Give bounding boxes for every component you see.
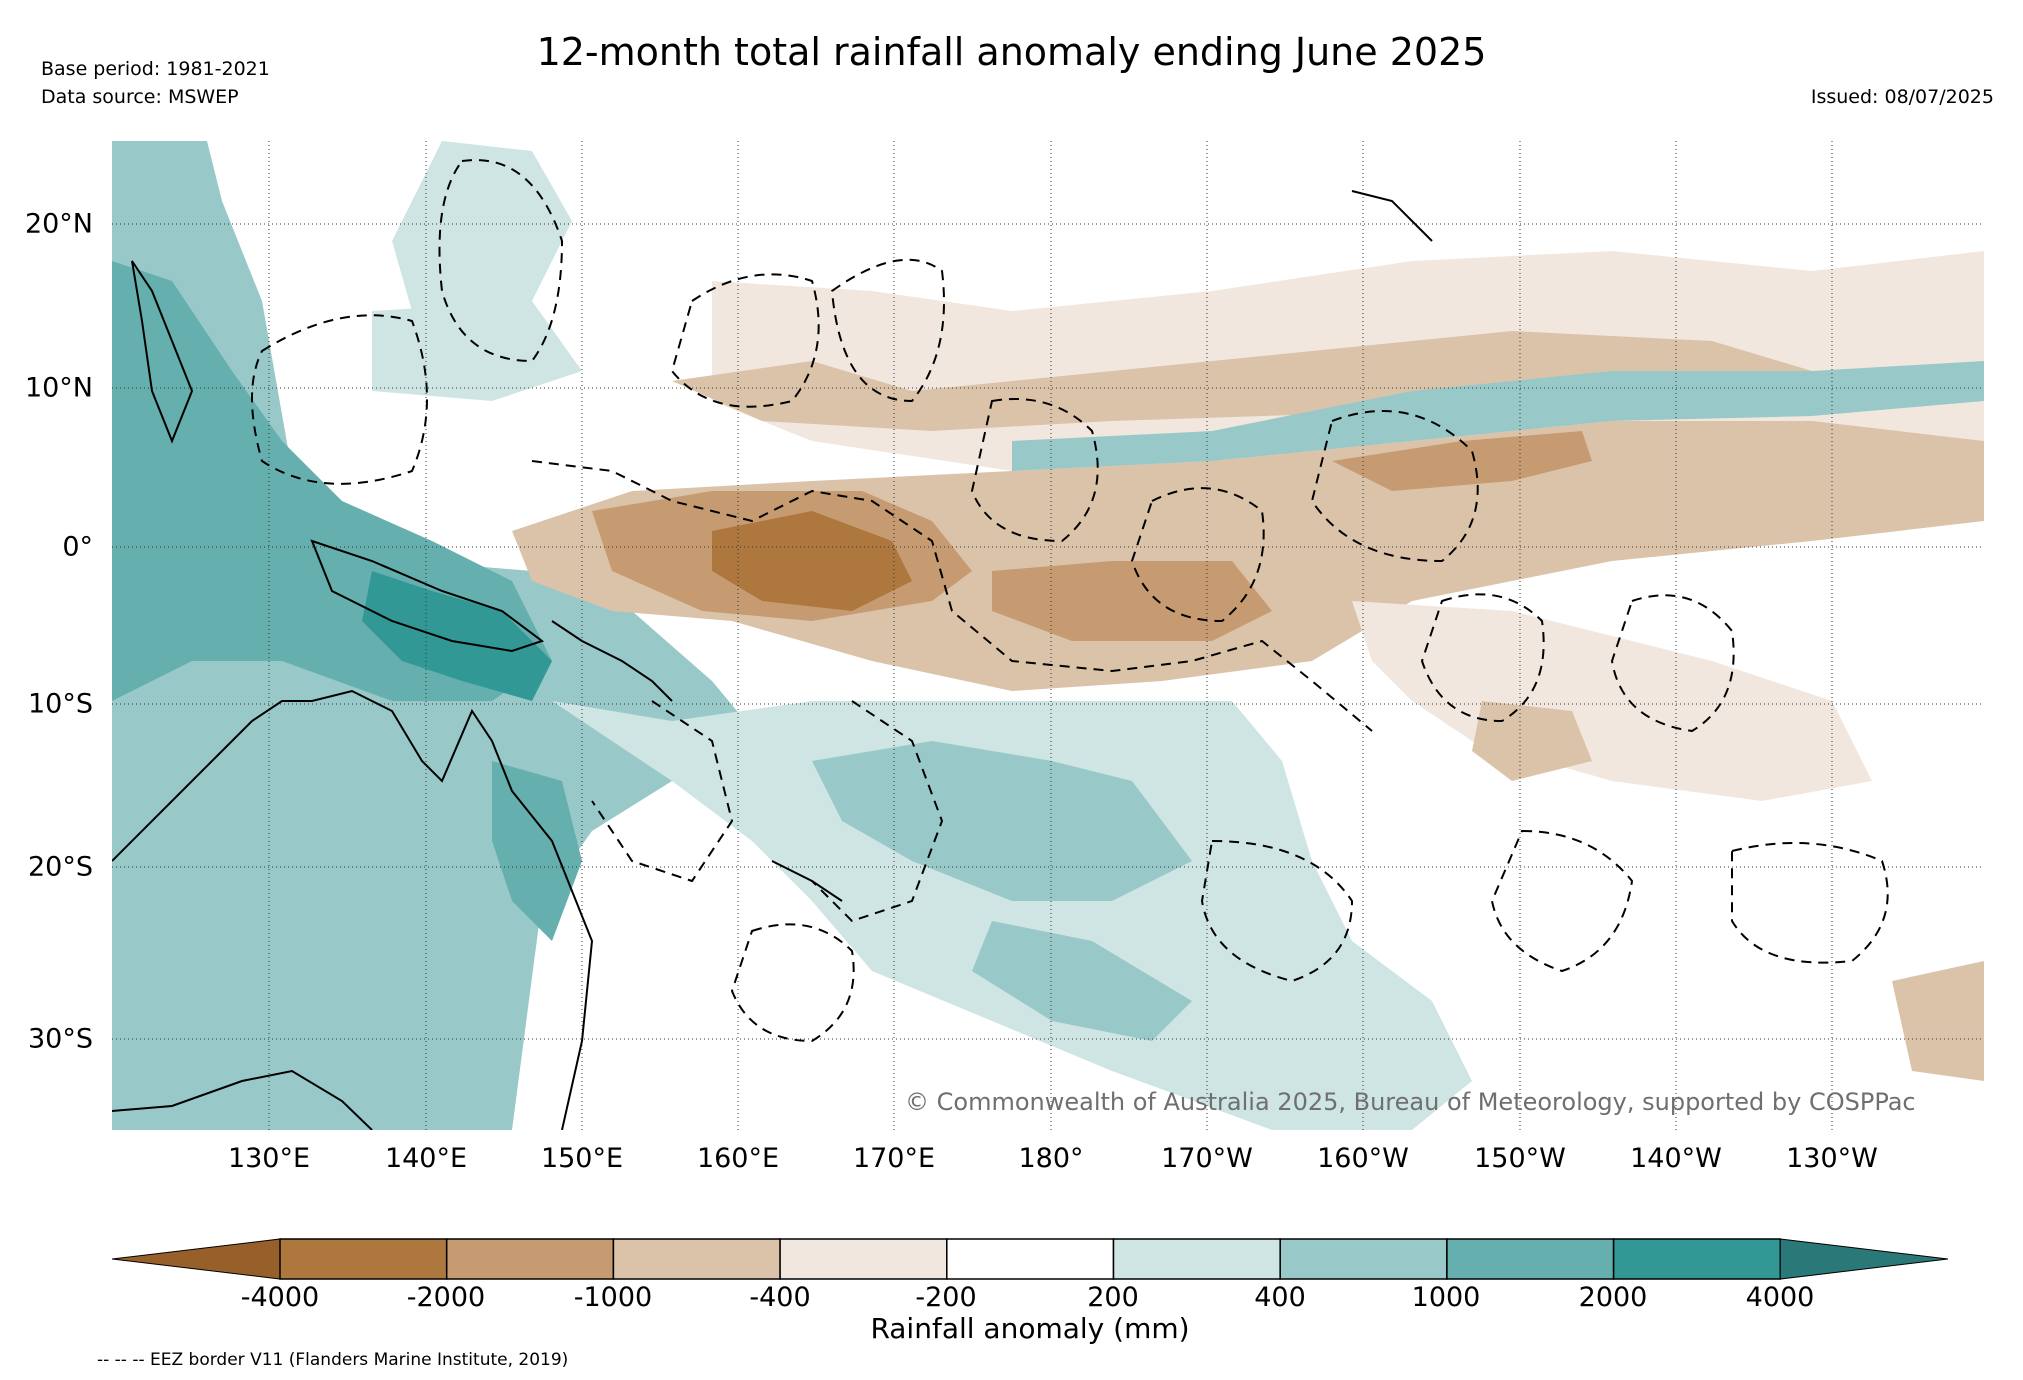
- dry-region-northeast-core: [1332, 431, 1592, 491]
- dry-region-south-east: [1352, 601, 1872, 801]
- lat-tick-10n: 10°N: [24, 372, 93, 404]
- base-period: Base period: 1981-2021: [41, 58, 270, 80]
- lon-tick-160w: 160°W: [1317, 1143, 1409, 1174]
- colorbar-title: Rainfall anomaly (mm): [870, 1312, 1190, 1345]
- copyright-notice: © Commonwealth of Australia 2025, Bureau…: [905, 1088, 1916, 1116]
- colorbar-arrow-max: [1779, 1238, 1948, 1280]
- colorbar-segments: [112, 1238, 1948, 1280]
- colorbar-segment: [445, 1238, 615, 1280]
- eez-legend-note: -- -- -- EEZ border V11 (Flanders Marine…: [97, 1350, 569, 1370]
- dry-region-southeast-corner: [1892, 961, 1984, 1081]
- map-gridlines: [112, 141, 1984, 1130]
- colorbar-segment: [1446, 1238, 1615, 1280]
- issued-date: Issued: 08/07/2025: [1810, 86, 1994, 108]
- dry-region-central-core: [712, 511, 912, 611]
- coastlines: [112, 190, 1433, 1130]
- colorbar-segment: [612, 1238, 781, 1280]
- wet-region-philippines-north: [392, 141, 572, 331]
- lon-tick-140w: 140°W: [1630, 1143, 1722, 1174]
- lon-tick-140e: 140°E: [384, 1143, 468, 1174]
- rainfall-anomaly-map: [112, 141, 1984, 1130]
- lon-tick-130e: 130°E: [227, 1143, 311, 1174]
- lat-tick-20s: 20°S: [28, 851, 93, 883]
- lat-tick-30s: 30°S: [28, 1023, 93, 1055]
- lon-tick-150w: 150°W: [1474, 1143, 1566, 1174]
- lon-tick-160e: 160°E: [696, 1143, 780, 1174]
- colorbar-segment: [1279, 1238, 1448, 1280]
- map-canvas: [112, 141, 1984, 1130]
- colorbar-label: -1000: [573, 1282, 653, 1313]
- colorbar: [112, 1238, 1948, 1280]
- colorbar-label: 4000: [1745, 1282, 1815, 1313]
- colorbar-segment: [1612, 1238, 1782, 1280]
- colorbar-segment: [1112, 1238, 1281, 1280]
- colorbar-label: -4000: [240, 1282, 320, 1313]
- colorbar-segment: [946, 1238, 1115, 1280]
- lon-tick-170e: 170°E: [852, 1143, 936, 1174]
- wet-region-spcz: [552, 701, 1472, 1130]
- colorbar-label: -200: [915, 1282, 977, 1313]
- colorbar-segment: [779, 1238, 948, 1280]
- dry-region-central-equatorial-east: [992, 561, 1272, 641]
- lon-tick-150e: 150°E: [540, 1143, 624, 1174]
- eez-borders: [251, 159, 1889, 1043]
- lon-tick-130w: 130°W: [1786, 1143, 1878, 1174]
- wet-region-spcz-south: [972, 921, 1192, 1041]
- map-title: 12-month total rainfall anomaly ending J…: [536, 30, 1487, 74]
- colorbar-arrow-min: [112, 1238, 281, 1280]
- data-source: Data source: MSWEP: [41, 86, 239, 108]
- lat-tick-0: 0°: [62, 531, 93, 563]
- colorbar-label: 200: [1087, 1282, 1139, 1313]
- wet-region-spcz-core: [812, 741, 1192, 901]
- colorbar-label: -400: [749, 1282, 811, 1313]
- wet-region-north-band: [372, 301, 582, 401]
- lon-tick-170w: 170°W: [1161, 1143, 1253, 1174]
- dry-region-equatorial: [512, 421, 1984, 691]
- colorbar-label: -2000: [406, 1282, 486, 1313]
- wet-region-east-australia: [492, 761, 582, 941]
- lat-tick-10s: 10°S: [28, 688, 93, 720]
- lon-tick-180: 180°: [1018, 1143, 1084, 1174]
- colorbar-label: 1000: [1411, 1282, 1481, 1313]
- wet-region-new-guinea: [362, 571, 552, 701]
- colorbar-label: 2000: [1578, 1282, 1648, 1313]
- colorbar-label: 400: [1254, 1282, 1306, 1313]
- lat-tick-20n: 20°N: [24, 208, 93, 240]
- colorbar-segment: [279, 1238, 448, 1280]
